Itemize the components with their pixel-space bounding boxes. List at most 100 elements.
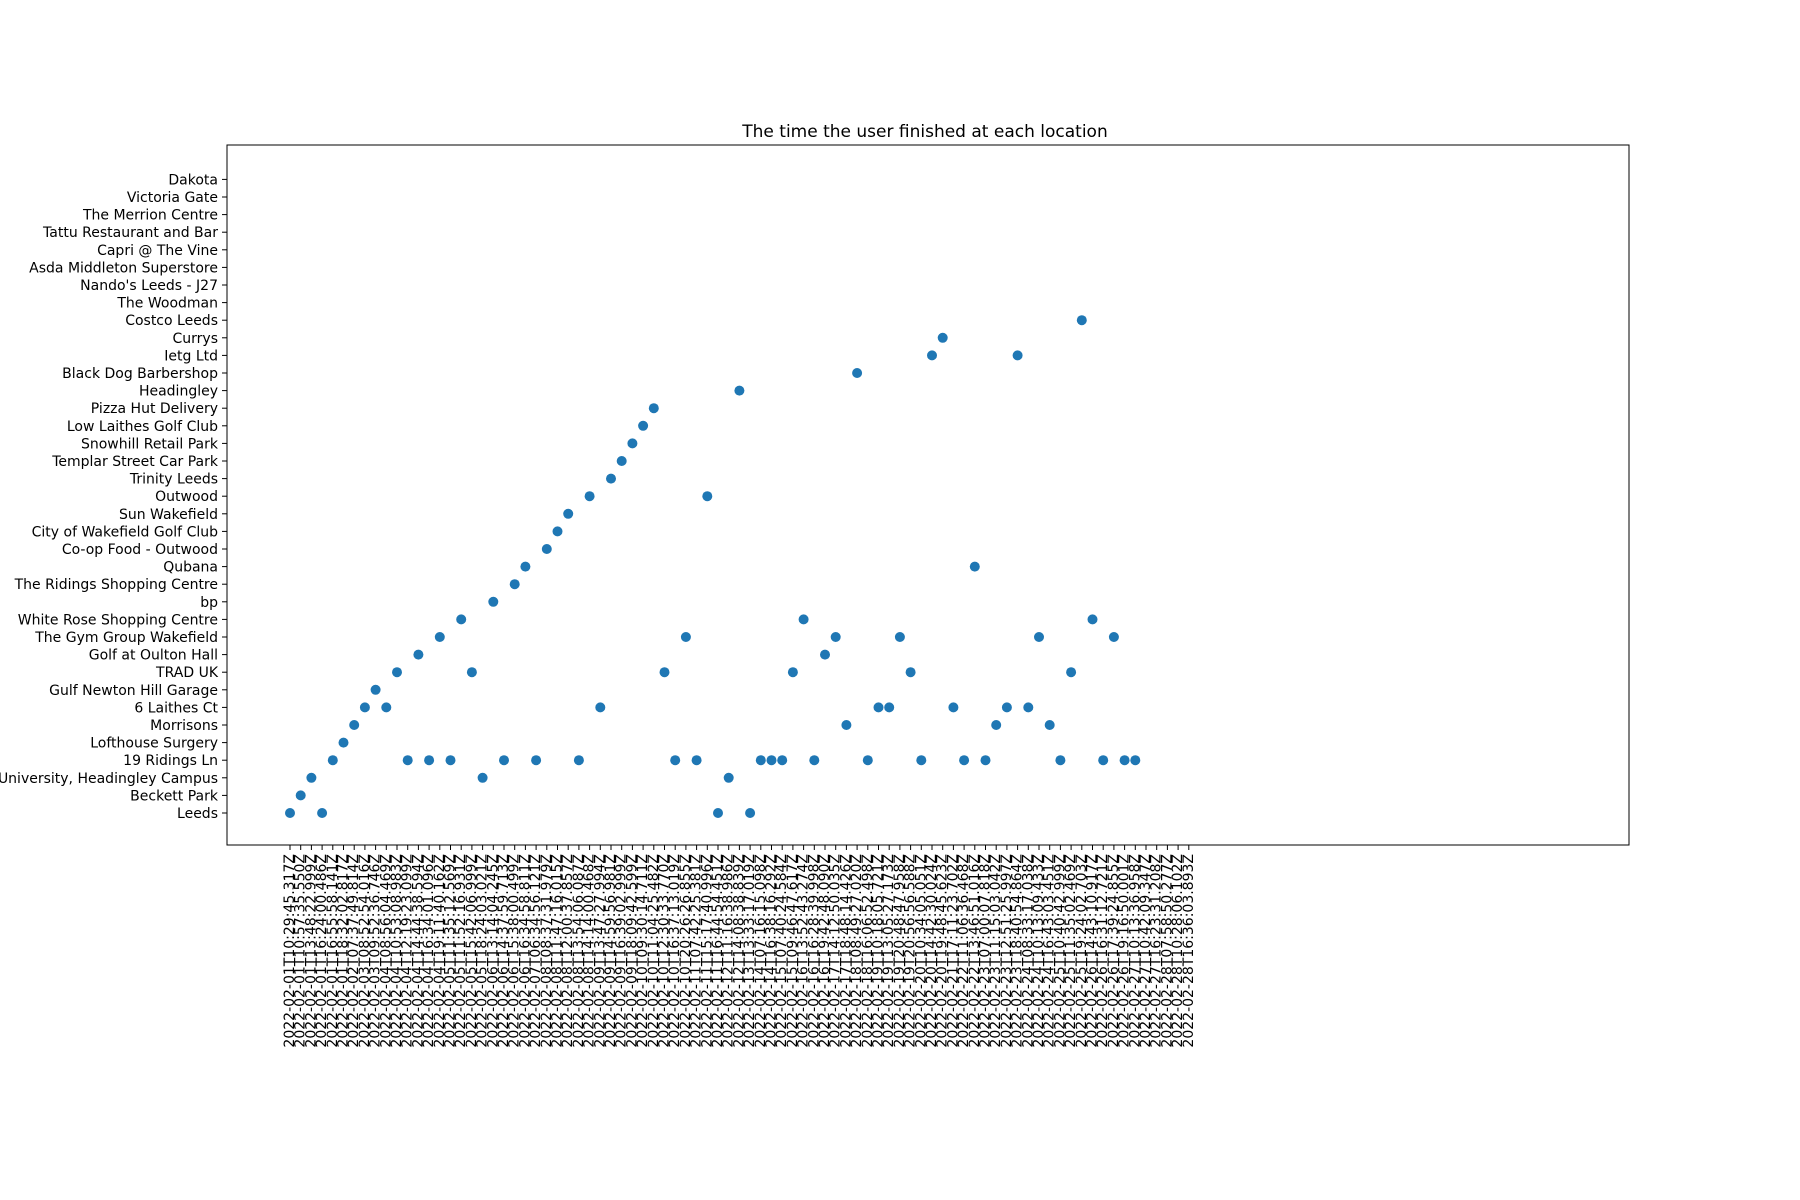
- x-tick-label: 2022-02-23T11:15:03.042Z: [988, 854, 1004, 1048]
- data-point: [894, 632, 905, 642]
- x-tick-label: 2022-02-01T13:48:22.999Z: [303, 854, 319, 1048]
- x-tick-label: 2022-02-22T11:06:36.468Z: [956, 854, 972, 1048]
- data-point: [445, 755, 456, 766]
- x-tick-label: 2022-02-25T11:35:02.469Z: [1063, 854, 1079, 1048]
- data-point: [477, 772, 488, 783]
- x-tick-label: 2022-02-04T08:56:04.469Z: [378, 854, 394, 1048]
- data-point: [755, 755, 766, 766]
- x-tick-label: 2022-02-26T19:16:50.001Z: [1117, 854, 1133, 1048]
- data-point: [359, 702, 370, 713]
- x-tick-label: 2022-02-05T15:42:06.999Z: [464, 854, 480, 1048]
- x-tick-label: 2022-02-28T07:58:50.277Z: [1159, 854, 1175, 1048]
- x-tick-label: 2022-02-09T18:09:42.599Z: [624, 854, 640, 1048]
- x-tick-label: 2022-02-24T10:13:09.433Z: [1031, 854, 1047, 1048]
- data-point: [552, 526, 563, 537]
- x-tick-label: 2022-02-08T14:14:00.468Z: [582, 854, 598, 1048]
- x-tick-label: 2022-02-09T13:47:27.994Z: [592, 854, 608, 1048]
- x-tick-label: 2022-02-21T17:11:23.702Z: [945, 854, 961, 1048]
- y-tick-label: Snowhill Retail Park: [81, 436, 219, 452]
- plot-area-frame: [226, 144, 1630, 846]
- x-tick-label: 2022-02-11T07:42:25.381Z: [689, 854, 705, 1048]
- data-point: [884, 702, 895, 713]
- data-point: [937, 332, 948, 343]
- data-point: [1108, 632, 1119, 642]
- y-tick-label: The Gym Group Wakefield: [34, 630, 218, 646]
- x-tick-label: 2022-02-08T13:54:06.087Z: [571, 854, 587, 1048]
- data-point: [969, 561, 980, 572]
- x-tick-label: 2022-02-09T14:59:56.981Z: [603, 854, 619, 1048]
- x-tick-label: 2022-02-23T12:51:25.997Z: [999, 854, 1015, 1048]
- x-tick-label: 2022-02-08T11:47:16.015Z: [550, 854, 566, 1048]
- data-point: [306, 772, 317, 783]
- x-tick-label: 2022-02-01T16:24:00.486Z: [314, 854, 330, 1048]
- x-tick-label: 2022-02-10T09:30:14.711Z: [635, 854, 651, 1048]
- data-point: [1130, 755, 1141, 766]
- data-point: [1055, 755, 1066, 766]
- x-tick-label: 2022-02-03T08:52:54.016Z: [357, 854, 373, 1048]
- data-point: [1034, 632, 1044, 642]
- x-tick-label: 2022-02-25T10:40:42.999Z: [1052, 854, 1068, 1048]
- y-tick-label: Golf at Oulton Hall: [89, 648, 218, 664]
- x-tick-label: 2022-02-04T10:53:08.983Z: [389, 854, 405, 1048]
- data-point: [1044, 720, 1055, 730]
- data-point: [777, 755, 788, 766]
- y-tick-label: Gulf Newton Hill Garage: [49, 683, 218, 699]
- x-axis-ticks: 2022-02-01T10:29:45.317Z2022-02-01T10:57…: [282, 845, 1197, 1048]
- x-tick-label: 2022-02-01T18:32:02.817Z: [336, 854, 352, 1048]
- x-tick-label: 2022-02-04T16:34:01.096Z: [421, 854, 437, 1048]
- data-point: [659, 667, 670, 678]
- data-point: [948, 702, 959, 713]
- x-tick-label: 2022-02-16T16:28:39.998Z: [806, 854, 822, 1048]
- y-tick-label: Ietg Ltd: [164, 348, 218, 364]
- y-tick-label: TRAD UK: [155, 665, 219, 681]
- data-point: [702, 491, 713, 502]
- x-tick-label: 2022-02-28T16:36:03.893Z: [1181, 854, 1197, 1048]
- x-tick-label: 2022-02-06T16:34:58.811Z: [517, 854, 533, 1048]
- x-tick-label: 2022-02-01T10:57:35.550Z: [293, 854, 309, 1048]
- x-tick-label: 2022-02-19T20:48:47.958Z: [892, 854, 908, 1048]
- x-tick-label: 2022-02-18T08:49:27.020Z: [849, 854, 865, 1048]
- data-point: [1076, 315, 1087, 326]
- y-tick-label: Currys: [173, 331, 219, 347]
- y-tick-label: Qubana: [163, 560, 218, 576]
- chart-title: The time the user finished at each locat…: [741, 122, 1107, 142]
- y-tick-label: The Woodman: [116, 296, 218, 312]
- x-tick-label: 2022-02-17T18:48:14.426Z: [838, 854, 854, 1048]
- data-point: [349, 720, 360, 730]
- x-tick-label: 2022-02-26T17:39:24.855Z: [1106, 854, 1122, 1048]
- x-tick-label: 2022-02-20T19:48:45.623Z: [935, 854, 951, 1048]
- data-point: [327, 755, 338, 766]
- x-tick-label: 2022-02-13T13:33:17.019Z: [742, 854, 758, 1048]
- data-point: [317, 808, 328, 818]
- data-point: [499, 755, 509, 766]
- data-point: [541, 544, 552, 554]
- x-tick-label: 2022-02-06T13:14:04.245Z: [485, 854, 501, 1048]
- data-point: [841, 720, 852, 730]
- y-tick-label: Dakota: [168, 172, 218, 188]
- x-tick-label: 2022-02-10T12:30:33.770Z: [657, 854, 673, 1048]
- x-tick-label: 2022-02-14T07:16:15.098Z: [753, 854, 769, 1048]
- y-tick-label: Leeds: [177, 806, 218, 822]
- data-point: [959, 755, 970, 766]
- data-point: [295, 790, 306, 801]
- x-tick-label: 2022-02-27T16:23:31.208Z: [1149, 854, 1165, 1048]
- x-tick-label: 2022-02-10T11:04:25.482Z: [646, 854, 662, 1048]
- x-tick-label: 2022-02-18T16:06:52.498Z: [860, 854, 876, 1048]
- data-point: [991, 720, 1002, 730]
- y-tick-label: Sun Wakefield: [119, 507, 218, 523]
- data-point: [1087, 614, 1098, 625]
- y-tick-label: The Merrion Centre: [82, 208, 218, 224]
- data-point: [820, 649, 830, 660]
- data-point: [713, 808, 723, 818]
- data-point: [338, 737, 349, 748]
- x-tick-label: 2022-02-19T13:05:27.173Z: [881, 854, 897, 1048]
- y-tick-label: 19 Ridings Ln: [123, 753, 218, 769]
- y-tick-label: 6 Laithes Ct: [134, 700, 218, 716]
- data-point: [905, 667, 916, 678]
- y-tick-label: Victoria Gate: [127, 190, 218, 206]
- x-tick-label: 2022-02-05T11:52:16.931Z: [453, 854, 469, 1048]
- x-tick-label: 2022-02-20T10:34:05.051Z: [913, 854, 929, 1048]
- data-point: [1098, 755, 1109, 766]
- x-tick-label: 2022-02-14T16:38:16.292Z: [764, 854, 780, 1048]
